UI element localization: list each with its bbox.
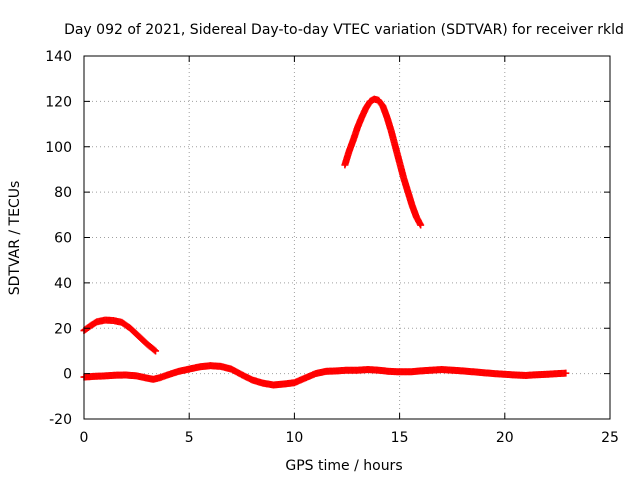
y-tick-label: -20 <box>49 412 72 428</box>
data-series-1 <box>80 316 160 355</box>
y-tick-label: 20 <box>54 321 72 337</box>
x-axis-title: GPS time / hours <box>285 458 402 474</box>
x-tick-label: 10 <box>285 430 303 446</box>
data-point <box>417 221 425 229</box>
grid <box>84 56 610 419</box>
plot-area <box>80 95 570 389</box>
y-axis-title: SDTVAR / TECUs <box>7 181 23 296</box>
x-tick-label: 0 <box>80 430 89 446</box>
x-tick-label: 25 <box>601 430 619 446</box>
data-series-3 <box>80 362 570 389</box>
y-tick-label: 40 <box>54 276 72 292</box>
x-tick-label: 20 <box>496 430 514 446</box>
x-tick-label: 5 <box>185 430 194 446</box>
data-point <box>150 346 158 354</box>
axis-ticks: 0 5 10 15 20 25 -20 0 20 40 60 80 100 120 140 <box>45 49 619 446</box>
y-tick-label: 0 <box>63 367 72 383</box>
y-tick-label: 140 <box>45 49 72 65</box>
x-tick-label: 15 <box>391 430 409 446</box>
y-tick-label: 80 <box>54 185 72 201</box>
y-tick-label: 100 <box>45 140 72 156</box>
data-point <box>562 369 570 377</box>
data-series-2 <box>341 95 425 229</box>
y-tick-label: 60 <box>54 231 72 247</box>
plot-frame <box>83 55 611 420</box>
y-tick-label: 120 <box>45 94 72 110</box>
chart-title: Day 092 of 2021, Sidereal Day-to-day VTE… <box>64 22 624 38</box>
data-point <box>152 347 160 355</box>
